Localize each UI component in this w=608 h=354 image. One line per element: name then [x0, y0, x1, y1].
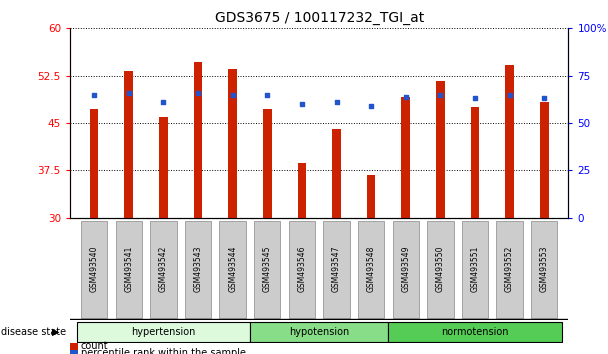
FancyBboxPatch shape — [323, 221, 350, 318]
FancyBboxPatch shape — [150, 221, 176, 318]
Point — [193, 90, 203, 96]
FancyBboxPatch shape — [427, 221, 454, 318]
Text: GSM493543: GSM493543 — [193, 246, 202, 292]
Text: hypertension: hypertension — [131, 327, 196, 337]
FancyBboxPatch shape — [81, 221, 108, 318]
Text: GSM493551: GSM493551 — [471, 246, 480, 292]
Text: hypotension: hypotension — [289, 327, 350, 337]
Text: GSM493547: GSM493547 — [332, 246, 341, 292]
Point — [89, 92, 99, 97]
Text: GSM493552: GSM493552 — [505, 246, 514, 292]
FancyBboxPatch shape — [254, 221, 280, 318]
Point — [228, 92, 238, 97]
Point — [297, 101, 307, 107]
Text: GSM493544: GSM493544 — [228, 246, 237, 292]
Text: normotension: normotension — [441, 327, 509, 337]
Text: disease state: disease state — [1, 327, 66, 337]
Point — [263, 92, 272, 97]
Point — [505, 92, 514, 97]
Bar — [125, 71, 133, 218]
FancyBboxPatch shape — [393, 221, 419, 318]
Point — [539, 96, 549, 101]
Bar — [194, 62, 202, 218]
Text: percentile rank within the sample: percentile rank within the sample — [81, 348, 246, 354]
Bar — [159, 117, 168, 218]
Text: GSM493541: GSM493541 — [124, 246, 133, 292]
FancyBboxPatch shape — [497, 221, 523, 318]
FancyBboxPatch shape — [462, 221, 488, 318]
Text: GSM493540: GSM493540 — [89, 246, 98, 292]
Bar — [367, 175, 376, 218]
Text: GSM493550: GSM493550 — [436, 246, 445, 292]
Text: GSM493548: GSM493548 — [367, 246, 376, 292]
Bar — [297, 164, 306, 218]
Text: ▶: ▶ — [52, 327, 60, 337]
FancyBboxPatch shape — [77, 321, 250, 342]
Bar — [436, 81, 444, 218]
Point — [366, 103, 376, 109]
Point — [470, 96, 480, 101]
Bar — [332, 129, 341, 218]
Point — [159, 99, 168, 105]
Bar — [263, 109, 272, 218]
Title: GDS3675 / 100117232_TGI_at: GDS3675 / 100117232_TGI_at — [215, 11, 424, 24]
Text: GSM493549: GSM493549 — [401, 246, 410, 292]
Text: GSM493553: GSM493553 — [540, 246, 549, 292]
FancyBboxPatch shape — [219, 221, 246, 318]
FancyBboxPatch shape — [185, 221, 211, 318]
FancyBboxPatch shape — [358, 221, 384, 318]
Text: count: count — [81, 341, 108, 351]
Bar — [401, 97, 410, 218]
Point — [124, 90, 134, 96]
Text: GSM493546: GSM493546 — [297, 246, 306, 292]
Text: GSM493545: GSM493545 — [263, 246, 272, 292]
FancyBboxPatch shape — [116, 221, 142, 318]
Point — [331, 99, 341, 105]
FancyBboxPatch shape — [250, 321, 389, 342]
Bar — [505, 65, 514, 218]
Bar — [229, 69, 237, 218]
FancyBboxPatch shape — [289, 221, 315, 318]
Point — [401, 94, 410, 99]
Bar — [90, 109, 98, 218]
Bar — [540, 102, 548, 218]
FancyBboxPatch shape — [531, 221, 558, 318]
FancyBboxPatch shape — [389, 321, 562, 342]
Point — [435, 92, 445, 97]
Bar — [471, 107, 479, 218]
Text: GSM493542: GSM493542 — [159, 246, 168, 292]
